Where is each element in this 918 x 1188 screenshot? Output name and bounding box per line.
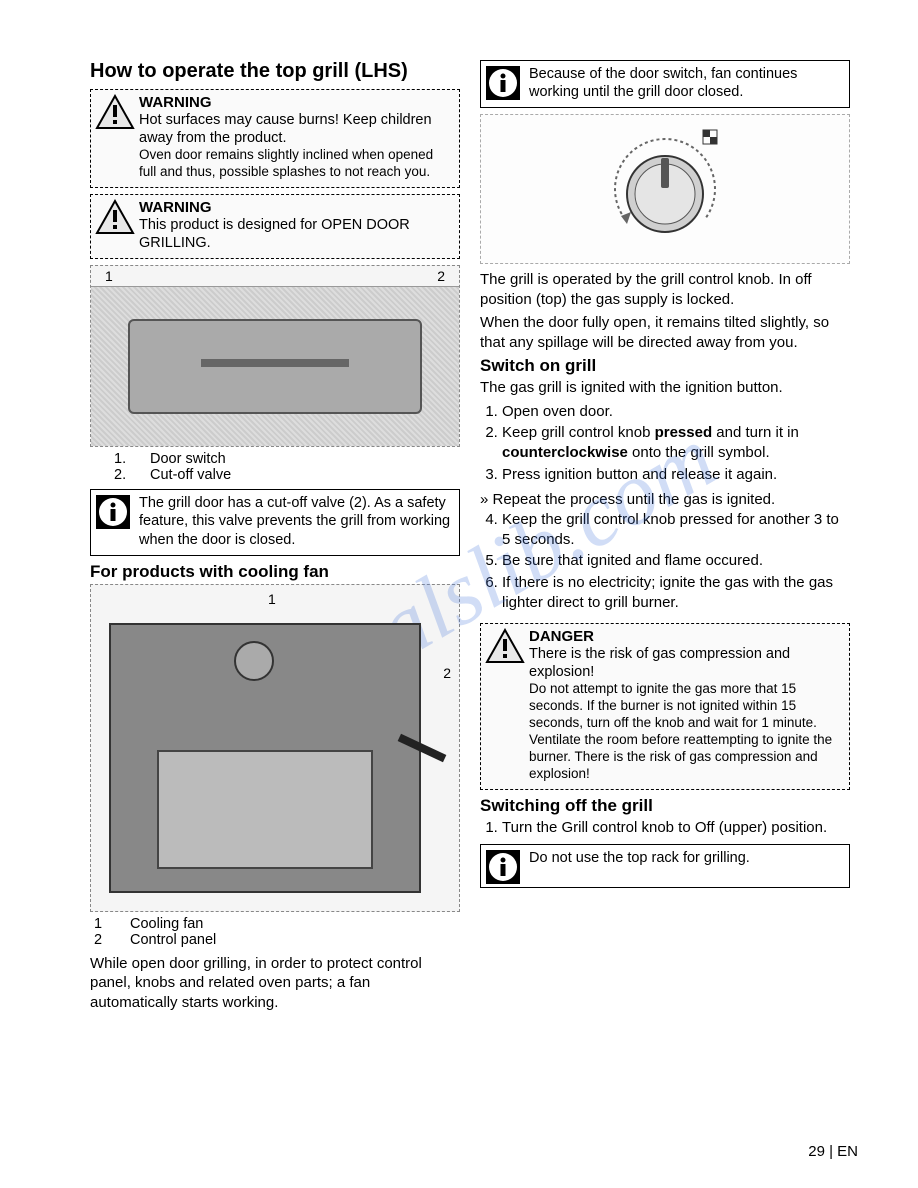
- switch-on-title: Switch on grill: [480, 356, 850, 376]
- legend-row: 1 Cooling fan: [94, 916, 460, 932]
- step-item: Be sure that ignited and flame occured.: [502, 551, 850, 571]
- diagram-callout-1: 1: [268, 591, 276, 607]
- warning-triangle-icon: [95, 94, 135, 130]
- legend-text: Cooling fan: [130, 916, 203, 932]
- warning-title: WARNING: [139, 199, 453, 216]
- info-box-rack: Do not use the top rack for grilling.: [480, 844, 850, 888]
- grill-knob-paragraph: The grill is operated by the grill contr…: [480, 270, 850, 309]
- info-icon: [485, 65, 521, 101]
- diagram1-legend: 1. Door switch 2. Cut-off valve: [90, 451, 460, 483]
- info-text: The grill door has a cut-off valve (2). …: [139, 495, 450, 547]
- switch-on-intro: The gas grill is ignited with the igniti…: [480, 378, 850, 398]
- step-item: Keep the grill control knob pressed for …: [502, 510, 850, 551]
- page-number: 29 | EN: [808, 1143, 858, 1160]
- two-column-layout: How to operate the top grill (LHS) WARNI…: [90, 60, 868, 1016]
- legend-text: Cut-off valve: [150, 467, 231, 483]
- warning-triangle-icon: [95, 199, 135, 235]
- legend-num: 2: [94, 932, 114, 948]
- info-box-cutoff: The grill door has a cut-off valve (2). …: [90, 489, 460, 555]
- info-icon: [485, 849, 521, 885]
- info-text: Do not use the top rack for grilling.: [529, 850, 750, 866]
- switch-on-steps-b: Keep the grill control knob pressed for …: [480, 510, 850, 613]
- legend-num: 1: [94, 916, 114, 932]
- danger-body-detail: Do not attempt to ignite the gas more th…: [529, 681, 843, 782]
- legend-text: Door switch: [150, 451, 226, 467]
- switch-on-steps-a: Open oven door. Keep grill control knob …: [480, 402, 850, 485]
- warning-body-detail: Oven door remains slightly inclined when…: [139, 147, 453, 181]
- legend-row: 2 Control panel: [94, 932, 460, 948]
- step-item: Open oven door.: [502, 402, 850, 422]
- danger-box: DANGER There is the risk of gas compress…: [480, 623, 850, 790]
- switch-off-steps: Turn the Grill control knob to Off (uppe…: [480, 818, 850, 838]
- left-column: How to operate the top grill (LHS) WARNI…: [90, 60, 460, 1016]
- diagram-callout-2: 2: [437, 268, 445, 284]
- diagram-control-knob: [480, 114, 850, 264]
- step-item: Keep grill control knob pressed and turn…: [502, 423, 850, 464]
- legend-row: 2. Cut-off valve: [114, 467, 460, 483]
- info-text: Because of the door switch, fan continue…: [529, 66, 797, 100]
- warning-triangle-icon: [485, 628, 525, 664]
- danger-body: There is the risk of gas compression and…: [529, 645, 843, 681]
- warning-box-1: WARNING Hot surfaces may cause burns! Ke…: [90, 89, 460, 188]
- legend-num: 2.: [114, 467, 134, 483]
- info-box-fan: Because of the door switch, fan continue…: [480, 60, 850, 108]
- step-item: Turn the Grill control knob to Off (uppe…: [502, 818, 850, 838]
- cooling-fan-paragraph: While open door grilling, in order to pr…: [90, 954, 460, 1013]
- step-item: If there is no electricity; ignite the g…: [502, 573, 850, 614]
- warning-title: WARNING: [139, 94, 453, 111]
- diagram-cooling-fan: 1 2: [90, 584, 460, 912]
- info-icon: [95, 494, 131, 530]
- section-title: How to operate the top grill (LHS): [90, 60, 460, 83]
- right-column: Because of the door switch, fan continue…: [480, 60, 850, 1016]
- legend-row: 1. Door switch: [114, 451, 460, 467]
- warning-body: Hot surfaces may cause burns! Keep child…: [139, 111, 453, 147]
- cooling-fan-title: For products with cooling fan: [90, 562, 460, 582]
- step-item: Press ignition button and release it aga…: [502, 465, 850, 485]
- door-tilt-paragraph: When the door fully open, it remains til…: [480, 313, 850, 352]
- warning-body: This product is designed for OPEN DOOR G…: [139, 216, 453, 252]
- switch-off-title: Switching off the grill: [480, 796, 850, 816]
- repeat-instruction: » Repeat the process until the gas is ig…: [480, 491, 850, 508]
- diagram2-legend: 1 Cooling fan 2 Control panel: [90, 916, 460, 948]
- legend-num: 1.: [114, 451, 134, 467]
- warning-box-2: WARNING This product is designed for OPE…: [90, 194, 460, 259]
- diagram-grill-door: 1 2: [90, 265, 460, 447]
- diagram-callout-1: 1: [105, 268, 113, 284]
- danger-title: DANGER: [529, 628, 843, 645]
- legend-text: Control panel: [130, 932, 216, 948]
- diagram-callout-2: 2: [443, 665, 451, 681]
